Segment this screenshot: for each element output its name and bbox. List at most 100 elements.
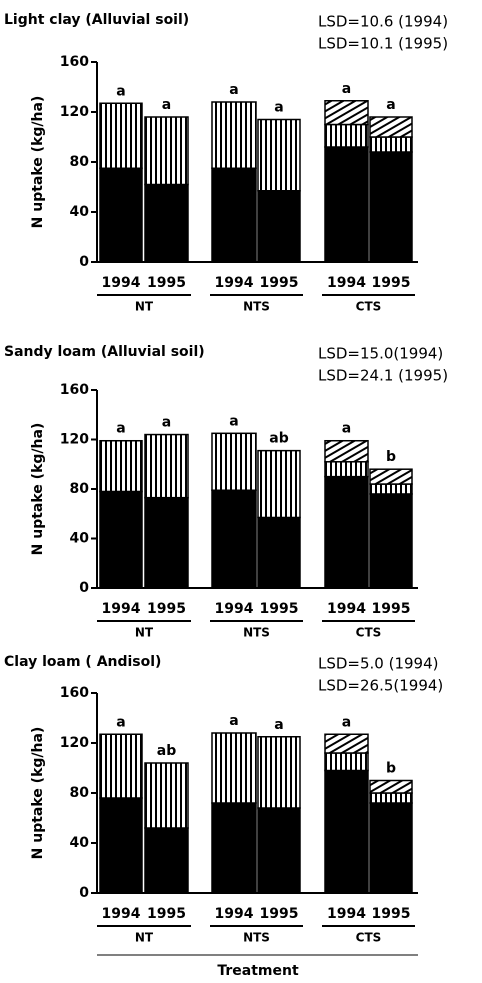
bar-segment — [324, 733, 369, 754]
bar-segment — [211, 432, 257, 491]
panel-title: Sandy loam (Alluvial soil) — [4, 344, 205, 360]
bar-segment — [144, 116, 189, 186]
y-tick-label: 80 — [70, 481, 90, 497]
annotation: LSD=15.0(1994) — [318, 345, 443, 363]
bar-segment — [324, 439, 369, 463]
y-tick-label: 80 — [70, 785, 90, 801]
bar-segment — [369, 493, 413, 589]
significance-letter: a — [386, 97, 395, 113]
x-tick-label: 1995 — [147, 906, 186, 922]
annotation: LSD=24.1 (1995) — [318, 367, 448, 385]
bar-segment — [99, 439, 143, 493]
group-label: CTS — [356, 931, 382, 945]
x-tick-label: 1994 — [215, 906, 254, 922]
group-label: NTS — [243, 626, 270, 640]
bar-segment — [324, 100, 369, 126]
y-tick-label: 160 — [60, 685, 89, 701]
x-tick-label: 1994 — [327, 275, 366, 291]
bar-segment — [211, 489, 257, 589]
bar-segment — [257, 736, 301, 809]
y-tick-label: 120 — [60, 432, 89, 448]
x-tick-label: 1995 — [260, 275, 299, 291]
x-tick-label: 1994 — [102, 906, 141, 922]
bar-segment — [99, 733, 143, 799]
group-label: NT — [135, 931, 154, 945]
annotation: LSD=26.5(1994) — [318, 677, 443, 695]
bar-segment — [144, 496, 189, 589]
y-tick-label: 40 — [70, 531, 90, 547]
y-tick-label: 40 — [70, 835, 90, 851]
significance-letter: b — [386, 761, 396, 777]
x-tick-label: 1995 — [260, 601, 299, 617]
y-tick-label: 160 — [60, 54, 89, 70]
y-axis-label: N uptake (kg/ha) — [30, 96, 46, 229]
group-label: CTS — [356, 626, 382, 640]
group-label: NTS — [243, 931, 270, 945]
significance-letter: a — [274, 717, 283, 733]
significance-letter: a — [342, 714, 351, 730]
bar-segment — [211, 101, 257, 169]
x-tick-label: 1994 — [215, 601, 254, 617]
bar-segment — [257, 118, 301, 192]
significance-letter: a — [342, 421, 351, 437]
significance-letter: a — [229, 82, 238, 98]
annotation: LSD=5.0 (1994) — [318, 655, 439, 673]
bar-segment — [99, 797, 143, 894]
x-tick-label: 1994 — [327, 601, 366, 617]
significance-letter: a — [229, 713, 238, 729]
y-tick-label: 0 — [79, 885, 89, 901]
bar-segment — [369, 792, 413, 804]
bar-segment — [324, 123, 369, 148]
group-label: NTS — [243, 300, 270, 314]
bar-segment — [257, 190, 301, 263]
significance-letter: a — [274, 100, 283, 116]
x-tick-label: 1995 — [147, 601, 186, 617]
y-axis-label: N uptake (kg/ha) — [30, 423, 46, 556]
bar-segment — [369, 802, 413, 894]
bar-segment — [324, 752, 369, 772]
group-label: NT — [135, 300, 154, 314]
significance-letter: b — [386, 449, 396, 465]
y-tick-label: 160 — [60, 382, 89, 398]
bar-segment — [369, 468, 413, 485]
significance-letter: a — [162, 415, 171, 431]
bar-segment — [211, 802, 257, 894]
significance-letter: a — [116, 421, 125, 437]
bar-segment — [144, 827, 189, 894]
x-tick-label: 1995 — [147, 275, 186, 291]
bar-segment — [99, 102, 143, 169]
annotation: LSD=10.1 (1995) — [318, 35, 448, 53]
x-tick-label: 1994 — [327, 906, 366, 922]
bar-segment — [324, 461, 369, 478]
bar-segment — [324, 769, 369, 894]
y-tick-label: 120 — [60, 104, 89, 120]
significance-letter: a — [342, 81, 351, 97]
group-label: CTS — [356, 300, 382, 314]
bar-segment — [144, 183, 189, 263]
bar-segment — [369, 151, 413, 263]
x-tick-label: 1994 — [102, 275, 141, 291]
bar-segment — [257, 807, 301, 894]
x-tick-label: 1995 — [372, 906, 411, 922]
annotation: LSD=10.6 (1994) — [318, 13, 448, 31]
x-tick-label: 1994 — [102, 601, 141, 617]
x-tick-label: 1994 — [215, 275, 254, 291]
y-tick-label: 40 — [70, 204, 90, 220]
significance-letter: a — [116, 83, 125, 99]
bar-segment — [324, 475, 369, 589]
bar-segment — [324, 146, 369, 263]
group-label: NT — [135, 626, 154, 640]
y-tick-label: 0 — [79, 254, 89, 270]
significance-letter: a — [162, 97, 171, 113]
y-tick-label: 120 — [60, 735, 89, 751]
bar-segment — [211, 167, 257, 263]
bar-segment — [99, 490, 143, 589]
bar-segment — [369, 116, 413, 138]
significance-letter: ab — [269, 431, 288, 447]
bar-segment — [144, 762, 189, 829]
panel-title: Light clay (Alluvial soil) — [4, 12, 189, 28]
bar-segment — [144, 433, 189, 499]
y-axis-label: N uptake (kg/ha) — [30, 727, 46, 860]
